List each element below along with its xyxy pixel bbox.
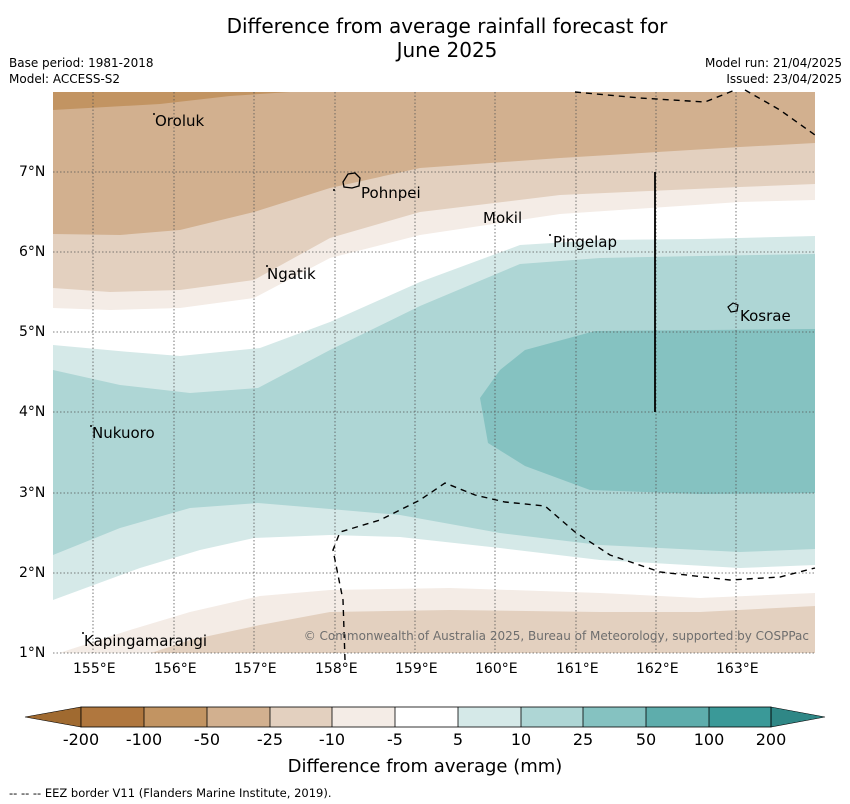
place-mokil: Mokil bbox=[483, 209, 523, 227]
lon-label-162e: 162°E bbox=[636, 661, 679, 677]
lat-label-1n: 1°N bbox=[19, 645, 46, 661]
pohnpei-island bbox=[342, 172, 361, 189]
issued-date: Issued: 23/04/2025 bbox=[726, 72, 842, 86]
place-ngatik: Ngatik bbox=[267, 265, 316, 283]
base-period: Base period: 1981-2018 bbox=[9, 56, 154, 70]
lon-label-156e: 156°E bbox=[154, 661, 197, 677]
lat-label-4n: 4°N bbox=[19, 404, 46, 420]
pingelap-marker bbox=[549, 234, 551, 236]
lon-label-158e: 158°E bbox=[315, 661, 358, 677]
lon-label-159e: 159°E bbox=[395, 661, 438, 677]
oroluk-marker bbox=[153, 113, 155, 115]
eez-footnote: -- -- -- EEZ border V11 (Flanders Marine… bbox=[9, 786, 332, 800]
eez-border bbox=[332, 89, 816, 661]
lon-label-161e: 161°E bbox=[556, 661, 599, 677]
nukuoro-marker bbox=[90, 425, 92, 427]
model-run: Model run: 21/04/2025 bbox=[704, 56, 842, 70]
place-oroluk: Oroluk bbox=[155, 112, 205, 130]
cbar-tick-3: -25 bbox=[256, 730, 284, 749]
kosrae-island bbox=[727, 302, 739, 313]
place-pohnpei: Pohnpei bbox=[361, 184, 421, 202]
lat-label-6n: 6°N bbox=[19, 244, 46, 260]
cbar-tick-6: 5 bbox=[452, 730, 464, 749]
place-kapingamarangi: Kapingamarangi bbox=[84, 632, 208, 650]
copyright-notice: © Commonwealth of Australia 2025, Bureau… bbox=[303, 629, 809, 643]
lon-label-157e: 157°E bbox=[234, 661, 277, 677]
place-kosrae: Kosrae bbox=[740, 307, 791, 325]
place-nukuoro: Nukuoro bbox=[92, 424, 155, 442]
colorbar-above-max bbox=[770, 706, 826, 728]
cbar-tick-2: -50 bbox=[193, 730, 221, 749]
kapingamarangi-marker bbox=[82, 632, 84, 634]
cbar-tick-10: 100 bbox=[693, 730, 725, 749]
lat-label-5n: 5°N bbox=[19, 324, 46, 340]
lat-label-7n: 7°N bbox=[19, 164, 46, 180]
cbar-tick-7: 10 bbox=[510, 730, 532, 749]
colorbar bbox=[24, 706, 826, 728]
cbar-tick-4: -10 bbox=[318, 730, 346, 749]
ngatik-marker bbox=[266, 265, 268, 267]
cbar-tick-8: 25 bbox=[572, 730, 594, 749]
cbar-tick-9: 50 bbox=[635, 730, 657, 749]
model-name: Model: ACCESS-S2 bbox=[9, 72, 121, 86]
lon-label-163e: 163°E bbox=[716, 661, 759, 677]
contour-brown-100 bbox=[53, 92, 290, 110]
place-pingelap: Pingelap bbox=[553, 233, 618, 251]
lon-label-160e: 160°E bbox=[475, 661, 518, 677]
colorbar-title: Difference from average (mm) bbox=[287, 756, 563, 777]
pohnpei-marker bbox=[333, 189, 335, 191]
cbar-tick-0: -200 bbox=[62, 730, 100, 749]
cbar-tick-1: -100 bbox=[125, 730, 163, 749]
cbar-tick-11: 200 bbox=[755, 730, 787, 749]
contour-teal-25 bbox=[480, 329, 815, 494]
contour-brown-south-25 bbox=[151, 606, 815, 653]
map-title-line1: Difference from average rainfall forecas… bbox=[226, 14, 668, 38]
contour-brown-50 bbox=[53, 92, 815, 235]
cbar-tick-5: -5 bbox=[387, 730, 403, 749]
colorbar-below-min bbox=[24, 706, 82, 728]
contour-fields bbox=[53, 92, 815, 653]
lat-label-3n: 3°N bbox=[19, 485, 46, 501]
lat-label-2n: 2°N bbox=[19, 565, 46, 581]
lon-label-155e: 155°E bbox=[73, 661, 116, 677]
grid-lines bbox=[53, 92, 815, 654]
map-title-line2: June 2025 bbox=[396, 38, 498, 62]
